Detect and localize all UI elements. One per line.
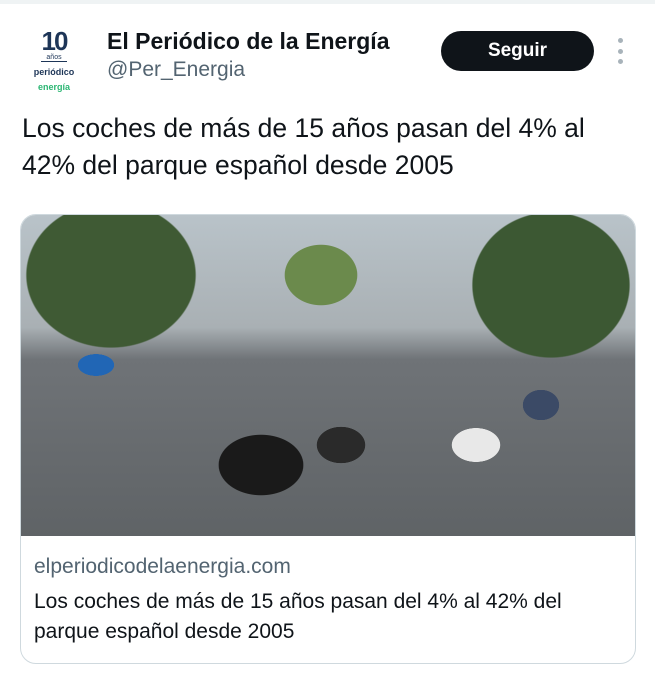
avatar[interactable]: 10 años periódico energía — [26, 26, 82, 92]
link-card[interactable]: elperiodicodelaenergia.com Los coches de… — [20, 214, 636, 664]
logo-brand-1: periódico — [33, 67, 75, 77]
card-domain: elperiodicodelaenergia.com — [34, 555, 291, 578]
author-handle[interactable]: @Per_Energia — [107, 58, 246, 81]
author-name[interactable]: El Periódico de la Energía — [107, 28, 390, 54]
follow-button[interactable]: Seguir — [441, 31, 594, 71]
logo-number: 10 — [41, 26, 69, 56]
card-image[interactable] — [21, 215, 635, 536]
logo-brand-2: energía — [37, 82, 70, 92]
tweet-text: Los coches de más de 15 años pasan del 4… — [22, 113, 585, 180]
more-vertical-icon[interactable] — [618, 38, 624, 64]
logo-years: años — [41, 54, 67, 62]
divider — [0, 0, 655, 4]
card-title: Los coches de más de 15 años pasan del 4… — [34, 590, 562, 643]
